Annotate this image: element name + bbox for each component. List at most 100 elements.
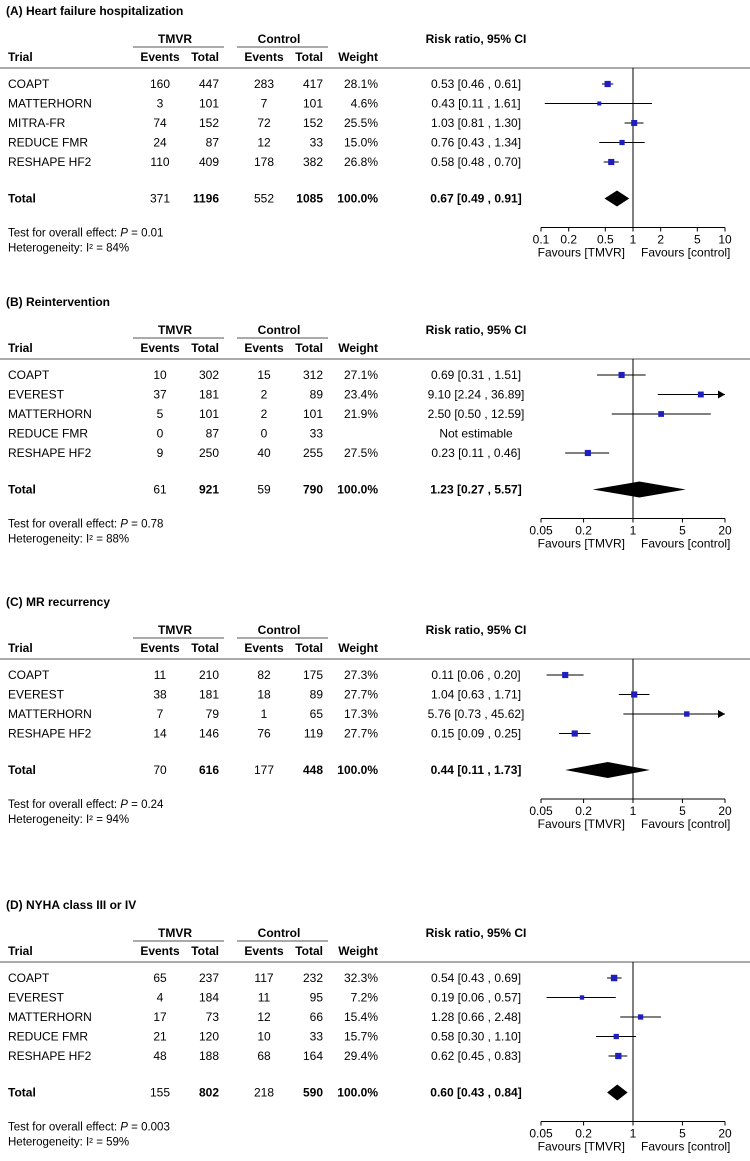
table-row: MITRA-FR 74 152 72 152 25.5% 1.03 [0.81 , 1.30… xyxy=(8,116,644,130)
control-total: 33 xyxy=(310,1030,324,1044)
header-trial: Trial xyxy=(8,944,33,958)
tmvr-total: 73 xyxy=(206,1010,220,1024)
control-events: 76 xyxy=(257,727,271,741)
tmvr-events: 110 xyxy=(150,155,169,169)
risk-ratio-ci: 2.50 [0.50 , 12.59] xyxy=(428,407,525,421)
ci-arrow xyxy=(718,390,725,399)
total-tmvr-total: 1196 xyxy=(193,192,219,206)
ci-arrow xyxy=(718,710,725,718)
tmvr-events: 21 xyxy=(153,1030,167,1044)
heterogeneity-text: Heterogeneity: I² = 84% xyxy=(8,243,129,255)
header-total-tmvr: Total xyxy=(191,341,219,355)
header-trial: Trial xyxy=(8,341,33,355)
weight-value: 27.7% xyxy=(344,727,378,741)
control-total: 152 xyxy=(303,116,323,130)
header-total-control: Total xyxy=(295,641,323,655)
point-estimate-marker xyxy=(597,101,602,106)
header-weight: Weight xyxy=(338,50,378,64)
weight-value: 27.5% xyxy=(344,446,378,460)
table-row: MATTERHORN 5 101 2 101 21.9% 2.50 [0.50 , 12.5… xyxy=(8,407,711,421)
control-total: 66 xyxy=(310,1010,324,1024)
point-estimate-marker xyxy=(619,139,625,146)
axis-tick-label: 20 xyxy=(718,524,732,538)
header-events-tmvr: Events xyxy=(140,50,180,64)
tmvr-total: 210 xyxy=(199,668,219,682)
panel-b: (B) Reintervention TMVR Control Risk ratio,… xyxy=(0,295,750,551)
trial-name: MATTERHORN xyxy=(8,407,92,421)
p-value: = 0.78 xyxy=(128,519,164,531)
point-estimate-marker xyxy=(637,1014,644,1020)
table-row: EVEREST 38 181 18 89 27.7% 1.04 [0.63 , 1.71] xyxy=(8,688,650,702)
point-estimate-marker xyxy=(631,691,638,698)
trial-name: REDUCE FMR xyxy=(8,1030,88,1044)
axis-tick-label: 0.05 xyxy=(529,524,553,538)
risk-ratio-ci: 1.28 [0.66 , 2.48] xyxy=(431,1010,521,1024)
risk-ratio-ci: 0.58 [0.30 , 1.10] xyxy=(431,1030,521,1044)
total-tmvr-events: 371 xyxy=(150,192,170,206)
header-weight: Weight xyxy=(338,944,378,958)
control-events: 18 xyxy=(257,688,271,702)
pooled-estimate-diamond xyxy=(565,762,650,778)
control-events: 15 xyxy=(257,368,271,382)
point-estimate-marker xyxy=(631,119,638,127)
favours-tmvr-label: Favours [TMVR] xyxy=(538,817,625,831)
control-total: 101 xyxy=(303,407,323,421)
risk-ratio-ci: 0.23 [0.11 , 0.46] xyxy=(431,446,520,460)
risk-ratio-ci: 9.10 [2.24 , 36.89] xyxy=(428,388,525,402)
panel-d: (D) NYHA class III or IV TMVR Control Risk … xyxy=(0,898,750,1154)
tmvr-events: 65 xyxy=(153,971,167,985)
control-events: 40 xyxy=(257,446,271,460)
point-estimate-marker xyxy=(579,995,585,1000)
header-control: Control xyxy=(258,623,301,637)
total-risk-ratio-ci: 0.67 [0.49 , 0.91] xyxy=(430,192,521,206)
trial-name: COAPT xyxy=(8,668,50,682)
total-tmvr-total: 802 xyxy=(199,1086,219,1100)
tmvr-events: 3 xyxy=(157,97,164,111)
overall-effect-test: Test for overall effect: P = 0.78 xyxy=(8,519,163,531)
point-estimate-marker xyxy=(613,1033,619,1040)
total-risk-ratio-ci: 1.23 [0.27 , 5.57] xyxy=(430,483,521,497)
table-row: REDUCE FMR 21 120 10 33 15.7% 0.58 [0.30 , 1.1… xyxy=(8,1030,636,1044)
axis-tick-label: 1 xyxy=(630,524,637,538)
risk-ratio-ci: 0.69 [0.31 , 1.51] xyxy=(431,368,521,382)
favours-tmvr-label: Favours [TMVR] xyxy=(538,1140,625,1154)
axis-tick-label: 10 xyxy=(718,233,732,247)
table-row: COAPT 160 447 283 417 28.1% 0.53 [0.46 , 0.61] xyxy=(8,77,614,91)
p-label: P xyxy=(120,799,128,811)
risk-ratio-ci: 0.76 [0.43 , 1.34] xyxy=(431,136,521,150)
header-total-tmvr: Total xyxy=(191,641,219,655)
table-row: MATTERHORN 17 73 12 66 15.4% 1.28 [0.66 , 2.48… xyxy=(8,1010,661,1024)
tmvr-events: 74 xyxy=(153,116,167,130)
control-total: 164 xyxy=(303,1049,323,1063)
header-events-control: Events xyxy=(244,641,284,655)
total-row: Total 61 921 59 790 100.0% 1.23 [0.27 , 5.57] xyxy=(8,481,686,498)
panel-title: (A) Heart failure hospitalization xyxy=(6,4,183,18)
axis-tick-label: 20 xyxy=(718,804,732,818)
control-events: 2 xyxy=(261,388,268,402)
point-estimate-marker xyxy=(608,158,615,166)
tmvr-total: 181 xyxy=(199,688,219,702)
risk-ratio-ci: 1.04 [0.63 , 1.71] xyxy=(431,688,521,702)
tmvr-events: 37 xyxy=(153,388,167,402)
p-value: = 0.24 xyxy=(128,799,164,811)
pooled-estimate-diamond xyxy=(604,190,630,207)
control-total: 255 xyxy=(303,446,323,460)
tmvr-events: 24 xyxy=(153,136,167,150)
tmvr-total: 152 xyxy=(199,116,219,130)
control-total: 119 xyxy=(304,727,323,741)
tmvr-total: 250 xyxy=(199,446,219,460)
header-risk-ratio: Risk ratio, 95% CI xyxy=(426,323,527,337)
weight-value: 4.6% xyxy=(351,97,379,111)
total-label: Total xyxy=(8,763,36,777)
risk-ratio-ci: 0.58 [0.48 , 0.70] xyxy=(431,155,521,169)
risk-ratio-ci: 0.11 [0.06 , 0.20] xyxy=(431,668,520,682)
header-total-tmvr: Total xyxy=(191,944,219,958)
tmvr-total: 87 xyxy=(206,427,220,441)
control-total: 33 xyxy=(310,136,324,150)
control-events: 7 xyxy=(261,97,268,111)
header-control: Control xyxy=(258,323,301,337)
total-tmvr-events: 155 xyxy=(150,1086,170,1100)
trial-name: COAPT xyxy=(8,971,50,985)
panel-title: (D) NYHA class III or IV xyxy=(6,898,136,912)
total-tmvr-total: 616 xyxy=(199,763,219,777)
